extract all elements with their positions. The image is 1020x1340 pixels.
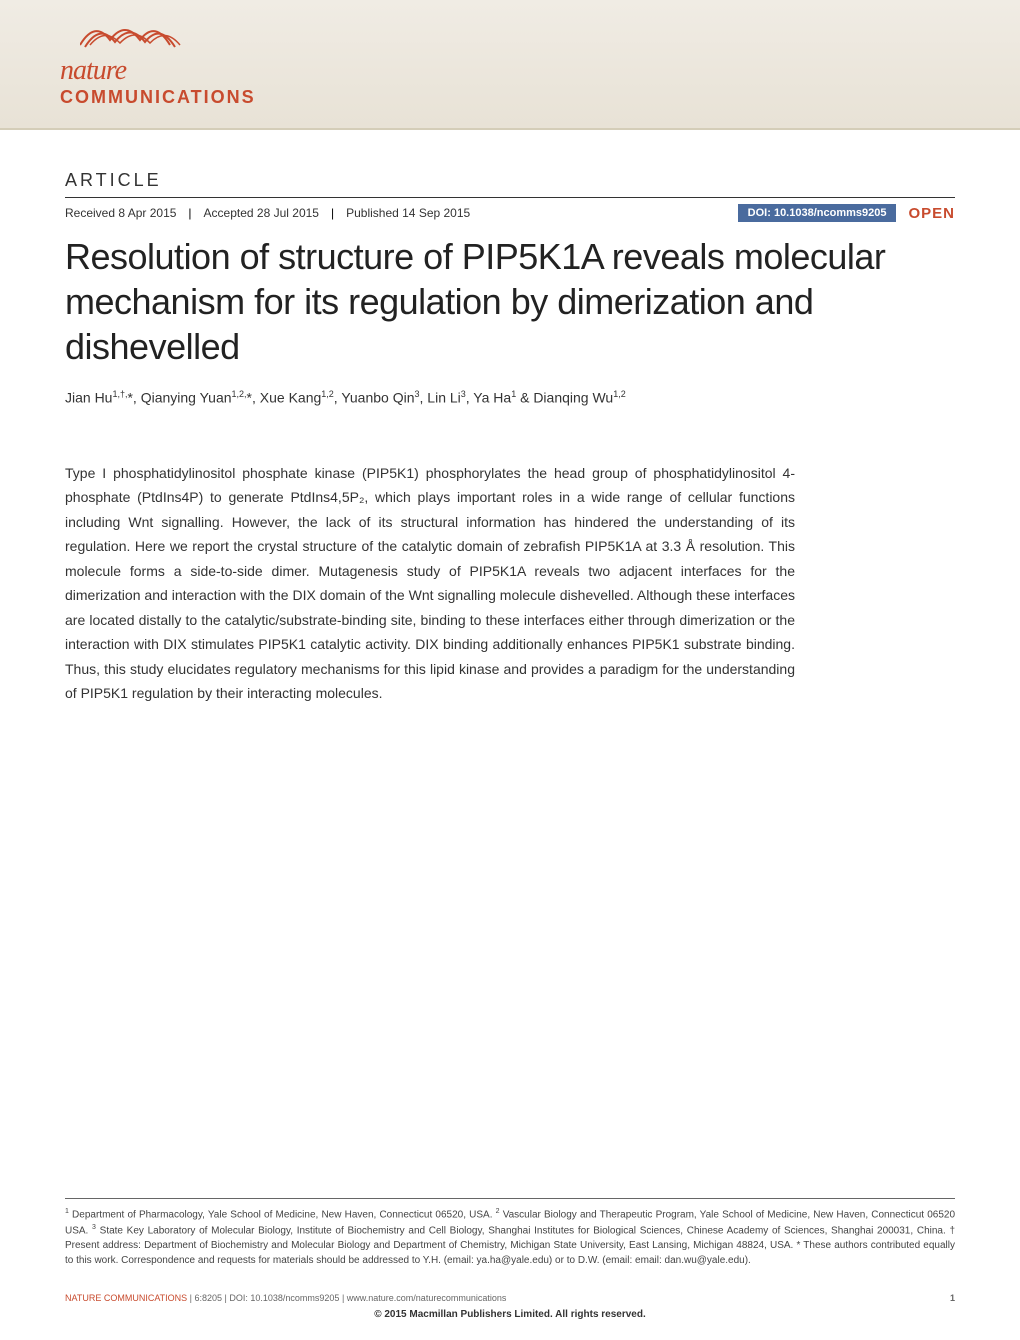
article-title: Resolution of structure of PIP5K1A revea… [65, 234, 955, 369]
article-meta-row: Received 8 Apr 2015 | Accepted 28 Jul 20… [65, 204, 955, 222]
authors-list: Jian Hu1,†,*, Qianying Yuan1,2,*, Xue Ka… [65, 389, 955, 406]
date-published: Published 14 Sep 2015 [346, 206, 470, 220]
article-content: ARTICLE Received 8 Apr 2015 | Accepted 2… [0, 130, 1020, 706]
affiliations-text: 1 Department of Pharmacology, Yale Schoo… [65, 1207, 955, 1268]
date-accepted: Accepted 28 Jul 2015 [204, 206, 319, 220]
logo-waves-icon [80, 15, 210, 50]
logo-text-nature: nature [60, 55, 280, 87]
citation-journal: NATURE COMMUNICATIONS [65, 1293, 187, 1303]
doi-badge: DOI: 10.1038/ncomms9205 [738, 204, 897, 222]
divider-top [65, 197, 955, 198]
abstract-text: Type I phosphatidylinositol phosphate ki… [65, 461, 795, 706]
journal-banner: nature COMMUNICATIONS [0, 0, 1020, 130]
page-number: 1 [950, 1293, 955, 1303]
journal-logo: nature COMMUNICATIONS [60, 15, 280, 108]
logo-text-communications: COMMUNICATIONS [60, 87, 280, 108]
citation-details: | 6:8205 | DOI: 10.1038/ncomms9205 | www… [187, 1293, 506, 1303]
open-access-badge: OPEN [908, 205, 955, 222]
page-footer: 1 Department of Pharmacology, Yale Schoo… [0, 1198, 1020, 1340]
separator: | [188, 206, 191, 220]
article-type-label: ARTICLE [65, 170, 955, 191]
divider-bottom [65, 1198, 955, 1199]
footer-citation-row: NATURE COMMUNICATIONS | 6:8205 | DOI: 10… [65, 1293, 955, 1303]
citation-text: NATURE COMMUNICATIONS | 6:8205 | DOI: 10… [65, 1293, 506, 1303]
date-received: Received 8 Apr 2015 [65, 206, 176, 220]
copyright-text: © 2015 Macmillan Publishers Limited. All… [65, 1309, 955, 1320]
separator: | [331, 206, 334, 220]
